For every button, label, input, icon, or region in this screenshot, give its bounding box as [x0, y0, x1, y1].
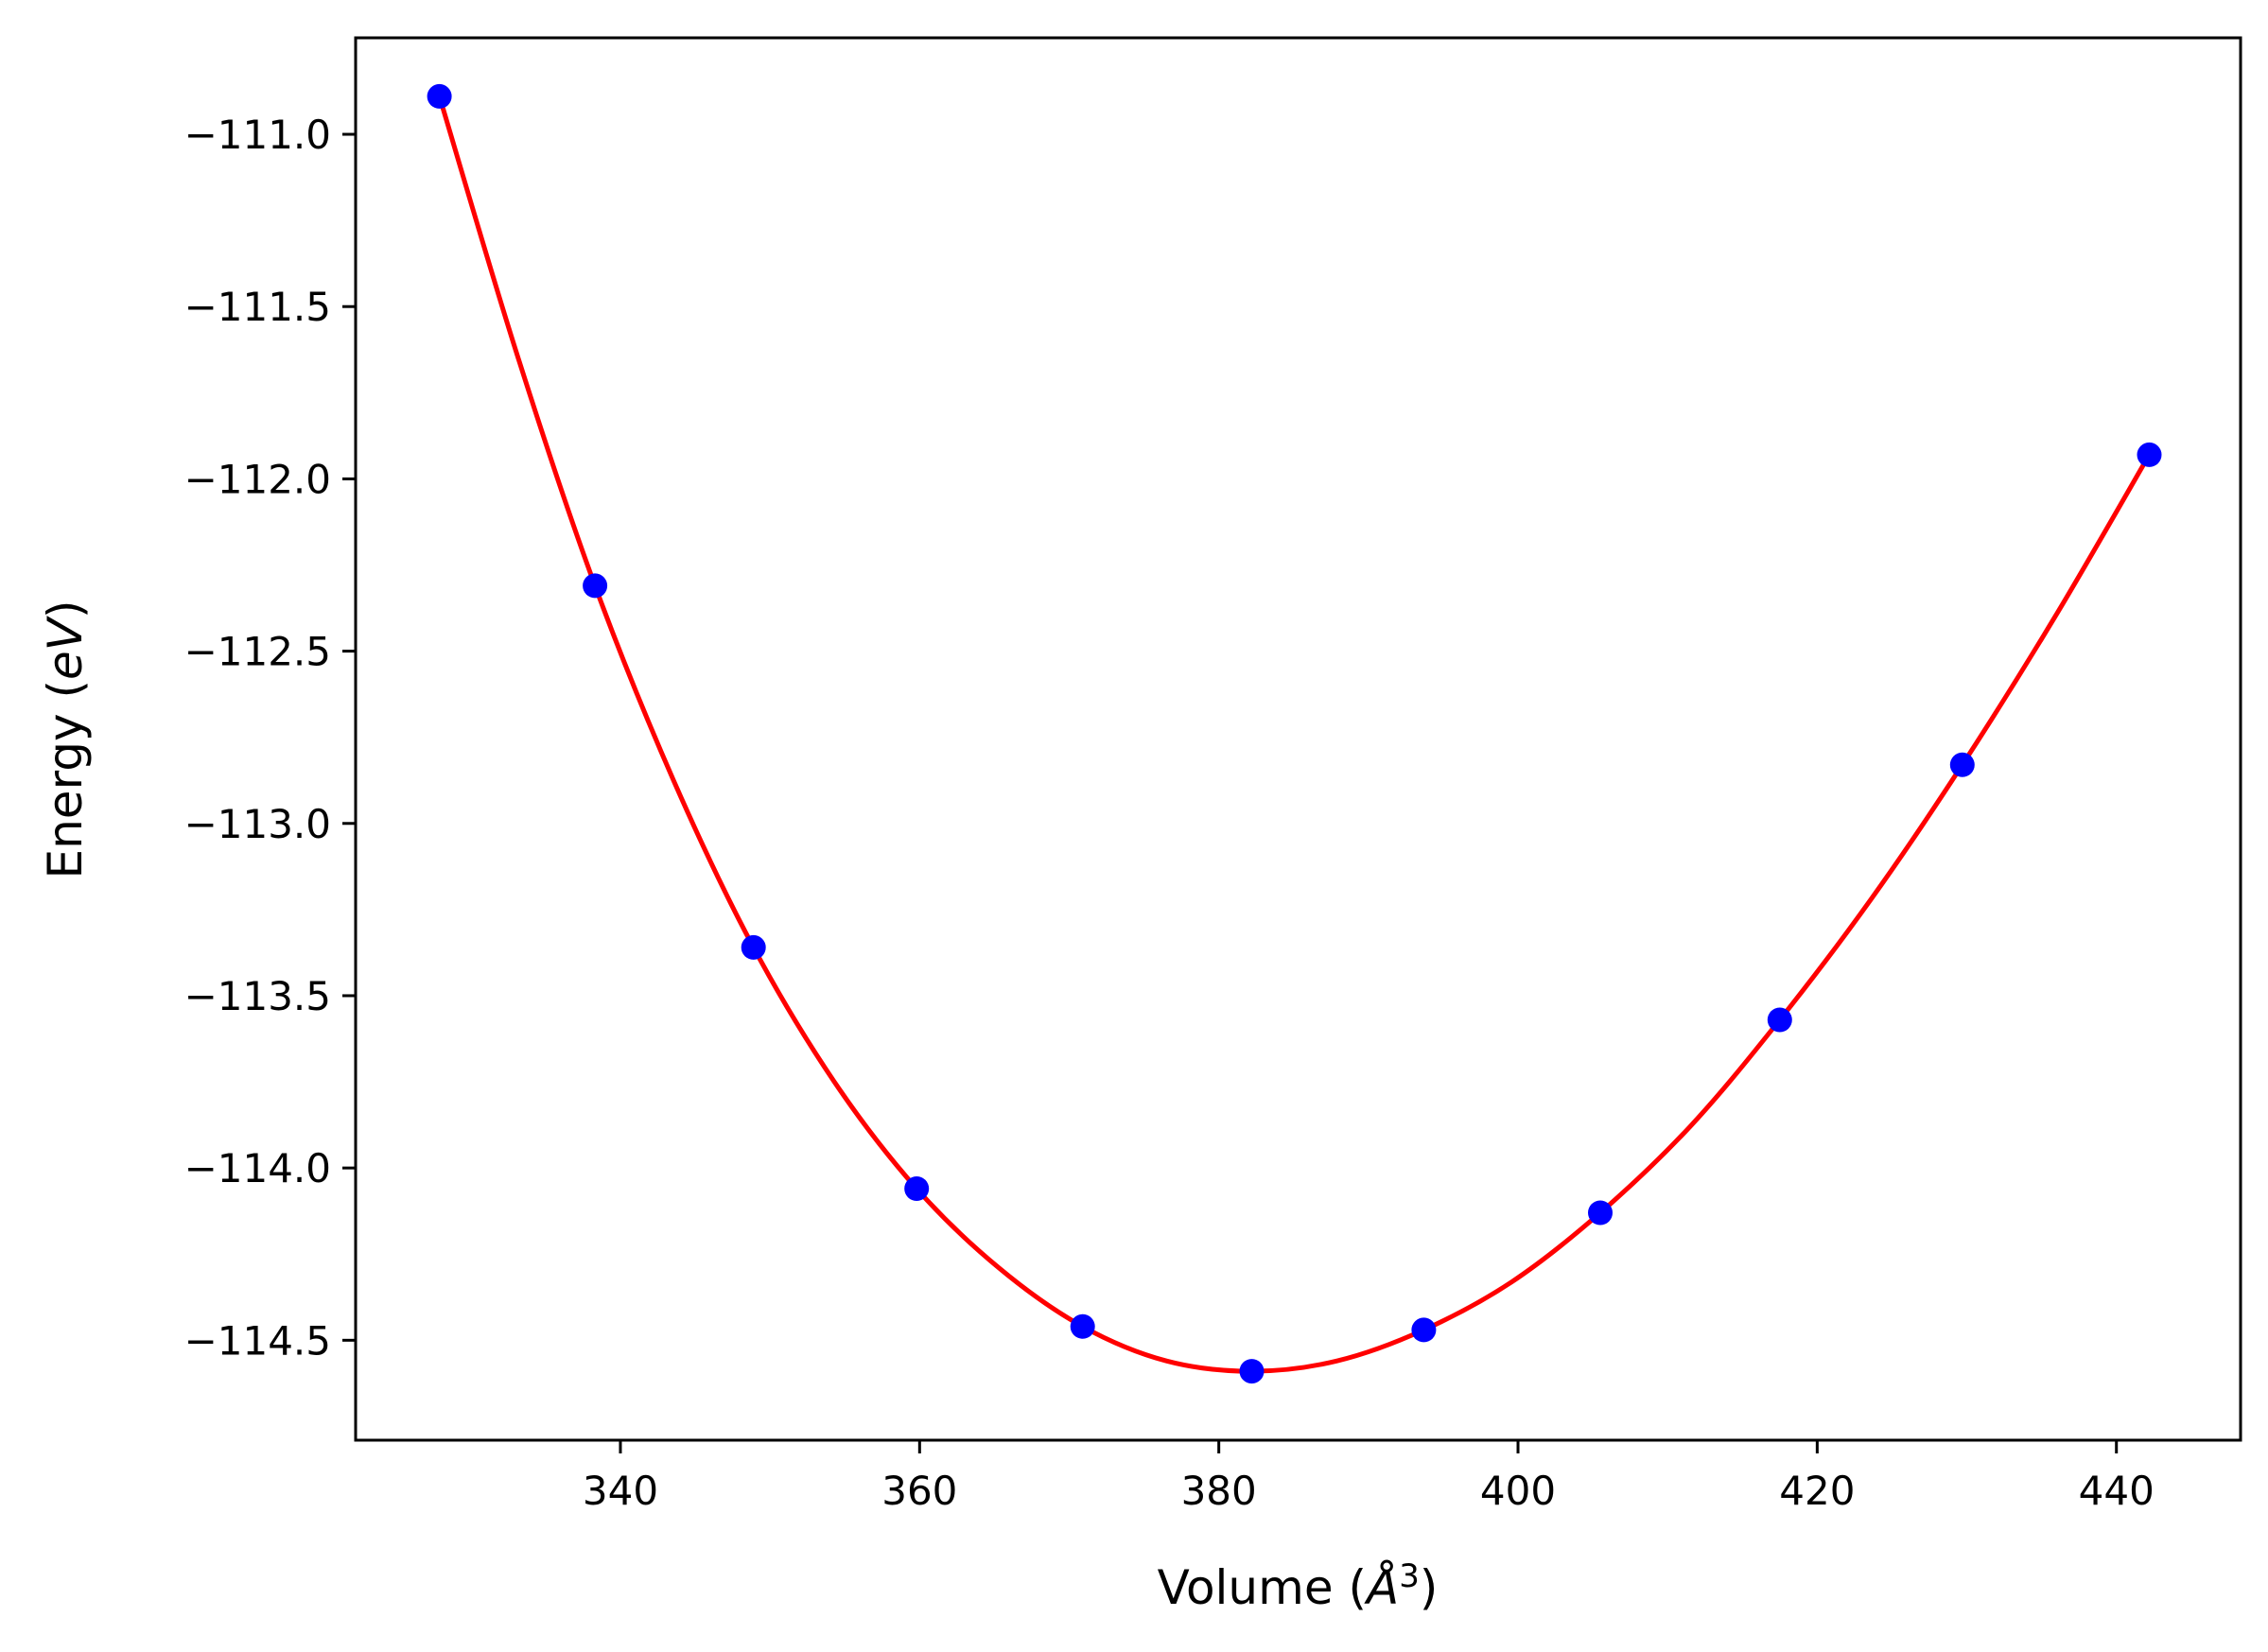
data-point	[1239, 1359, 1265, 1384]
x-axis-label: Volume (Å3)	[1158, 1557, 1439, 1615]
plot-area	[356, 38, 2241, 1440]
plot-frame	[354, 36, 2242, 1442]
y-tick-label: −111.5	[184, 284, 331, 330]
data-point	[741, 934, 766, 960]
x-tick-label: 400	[1480, 1468, 1556, 1514]
data-point	[1070, 1313, 1095, 1339]
x-axis-label-symbol: Å	[1364, 1560, 1399, 1615]
data-point	[583, 573, 608, 599]
y-axis-label-close: )	[38, 600, 93, 619]
data-point	[1949, 752, 1975, 777]
data-point	[1767, 1007, 1792, 1033]
y-axis-label-italic: eV	[38, 615, 93, 680]
data-point	[427, 83, 452, 109]
fit-curve-line	[437, 96, 2152, 1374]
x-axis-ticks: 340 360 380 400 420 440	[583, 1440, 2155, 1514]
y-tick-label: −114.0	[184, 1145, 331, 1191]
y-tick-label: −111.0	[184, 112, 331, 158]
y-tick-label: −113.5	[184, 973, 331, 1019]
y-axis-label: Energy (eV)	[38, 600, 93, 879]
x-tick-label: 380	[1181, 1468, 1257, 1514]
y-tick-label: −113.0	[184, 801, 331, 847]
x-tick-label: 340	[583, 1468, 658, 1514]
x-axis-label-main: Volume (	[1158, 1560, 1367, 1615]
y-axis-ticks: −111.0 −111.5 −112.0 −112.5 −113.0 −113.5 −114…	[184, 112, 356, 1364]
data-point	[1411, 1317, 1437, 1343]
x-tick-label: 440	[2079, 1468, 2155, 1514]
y-tick-label: −112.0	[184, 456, 331, 502]
x-tick-label: 360	[881, 1468, 957, 1514]
y-axis-label-main: Energy (	[38, 680, 93, 878]
fit-curve-layer	[437, 96, 2152, 1374]
data-point	[2137, 442, 2162, 467]
x-axis-label-close: )	[1420, 1560, 1439, 1615]
y-tick-label: −114.5	[184, 1317, 331, 1364]
x-tick-label: 420	[1779, 1468, 1855, 1514]
data-point	[1588, 1200, 1613, 1226]
x-axis-label-sup: 3	[1399, 1557, 1420, 1595]
y-tick-label: −112.5	[184, 629, 331, 675]
data-points-layer	[427, 83, 2162, 1384]
data-point	[904, 1176, 930, 1201]
